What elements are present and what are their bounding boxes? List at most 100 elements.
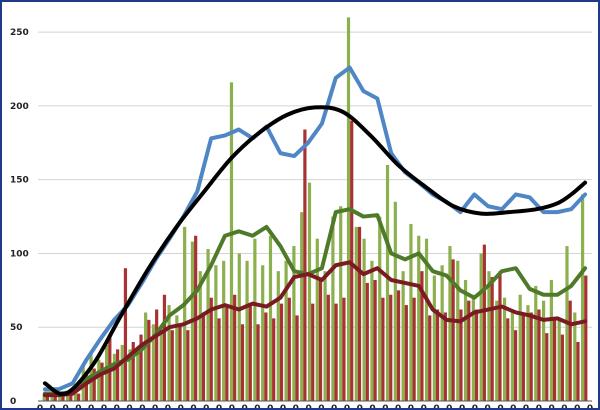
bar	[84, 371, 89, 401]
bar	[389, 294, 393, 401]
bar	[370, 260, 374, 401]
x-tick-label: 0	[446, 404, 452, 408]
bar	[178, 324, 182, 401]
bar	[315, 238, 319, 401]
x-tick-label: 0	[459, 404, 465, 408]
x-tick-label: 0	[101, 404, 107, 408]
bar	[568, 300, 572, 401]
x-tick-label: 0	[50, 404, 56, 408]
bar	[526, 305, 530, 401]
series-line	[42, 105, 588, 397]
bar	[573, 312, 577, 401]
x-tick-label: 0	[395, 404, 401, 408]
bar	[318, 280, 323, 401]
bar	[541, 300, 546, 401]
bar	[435, 309, 440, 401]
bar	[300, 212, 304, 401]
x-tick-label: 0	[242, 404, 248, 408]
bar	[100, 362, 104, 401]
bar	[362, 238, 366, 401]
bar	[339, 206, 343, 401]
bar	[357, 226, 362, 401]
bar	[248, 303, 252, 401]
x-tick-label: 0	[344, 404, 350, 408]
bar	[292, 246, 296, 401]
bar	[287, 297, 291, 401]
x-tick-label: 0	[254, 404, 260, 408]
bar	[45, 396, 50, 401]
series-line	[42, 207, 588, 396]
bar	[307, 182, 312, 401]
bar	[378, 216, 382, 401]
line-series-group	[42, 65, 588, 398]
bar	[404, 305, 408, 401]
bar	[428, 315, 432, 401]
bar	[222, 260, 226, 401]
y-tick-label: 200	[10, 102, 29, 112]
bar	[183, 226, 187, 401]
bar	[354, 226, 358, 401]
x-tick-label: 0	[75, 404, 81, 408]
bar	[373, 280, 377, 401]
bar	[58, 395, 62, 401]
x-tick-label: 0	[126, 404, 132, 408]
bar	[409, 223, 413, 401]
bar	[326, 294, 330, 401]
bar	[139, 334, 143, 401]
series-line	[42, 260, 588, 398]
bar	[401, 271, 405, 401]
x-tick-label: 0	[548, 404, 554, 408]
bar	[123, 268, 128, 401]
bar	[66, 393, 70, 401]
bar	[303, 129, 307, 401]
bar	[557, 319, 561, 401]
bar	[448, 246, 452, 401]
bar	[334, 303, 338, 401]
bar	[552, 319, 557, 401]
x-tick-label: 0	[421, 404, 427, 408]
bar	[128, 349, 132, 401]
bar	[456, 260, 460, 401]
bar	[155, 309, 159, 401]
x-tick-label: 0	[574, 404, 580, 408]
bar	[151, 324, 156, 401]
bar	[237, 253, 241, 401]
x-tick-label: 0	[408, 404, 414, 408]
bar	[120, 344, 124, 401]
x-tick-label: 0	[203, 404, 209, 408]
bar	[170, 330, 174, 401]
bar	[471, 294, 475, 401]
bar	[560, 334, 564, 401]
x-tick-label: 0	[216, 404, 222, 408]
y-tick-label: 250	[10, 28, 29, 38]
y-axis-ticks: 0 50 100 150 200 250	[10, 28, 29, 407]
bar	[440, 265, 444, 401]
bar	[534, 285, 538, 401]
x-tick-label: 0	[497, 404, 503, 408]
bar	[584, 275, 588, 401]
bar	[131, 341, 135, 401]
x-tick-label: 0	[37, 404, 43, 408]
bar	[482, 244, 486, 401]
bar	[467, 300, 471, 401]
bar	[487, 271, 491, 401]
bar	[420, 271, 424, 401]
bar	[186, 330, 190, 401]
bar	[144, 312, 148, 401]
bar	[206, 249, 210, 401]
bar	[479, 253, 483, 401]
bar	[529, 312, 533, 401]
bar	[279, 303, 284, 401]
x-tick-label: 0	[561, 404, 567, 408]
bar	[225, 305, 229, 401]
bar	[506, 318, 510, 401]
bar	[214, 265, 218, 401]
bar	[217, 318, 221, 401]
y-tick-label: 150	[10, 176, 29, 186]
bar	[443, 312, 447, 401]
bar	[576, 341, 580, 401]
bar	[50, 395, 54, 401]
x-tick-label: 0	[305, 404, 311, 408]
bar	[175, 315, 179, 401]
bar	[245, 260, 249, 401]
